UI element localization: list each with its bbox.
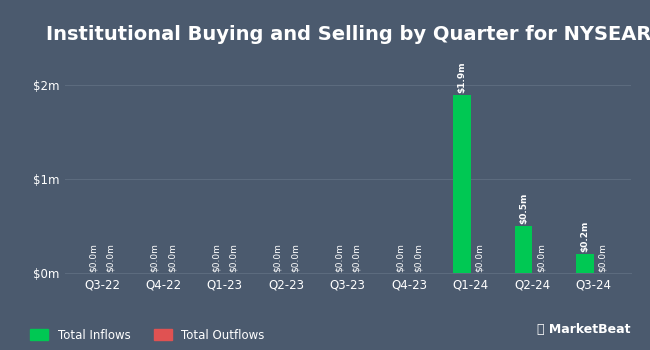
Text: $0.5m: $0.5m xyxy=(519,193,528,224)
Bar xyxy=(454,95,471,273)
Text: $0.0m: $0.0m xyxy=(229,243,238,272)
Text: $0.0m: $0.0m xyxy=(396,243,405,272)
Text: $0.0m: $0.0m xyxy=(150,243,159,272)
Text: $0.0m: $0.0m xyxy=(106,243,115,272)
Text: $0.0m: $0.0m xyxy=(536,243,545,272)
Text: $1.9m: $1.9m xyxy=(458,61,467,93)
Text: $0.0m: $0.0m xyxy=(273,243,282,272)
Text: $0.2m: $0.2m xyxy=(580,221,590,252)
Text: $0.0m: $0.0m xyxy=(413,243,423,272)
Text: $0.0m: $0.0m xyxy=(598,243,606,272)
Text: $0.0m: $0.0m xyxy=(89,243,98,272)
Text: $0.0m: $0.0m xyxy=(291,243,300,272)
Text: ⼿ MarketBeat: ⼿ MarketBeat xyxy=(537,323,630,336)
Bar xyxy=(515,226,532,273)
Text: $0.0m: $0.0m xyxy=(352,243,361,272)
Bar xyxy=(577,254,593,273)
Text: $0.0m: $0.0m xyxy=(474,243,484,272)
Text: $0.0m: $0.0m xyxy=(168,243,176,272)
Text: $0.0m: $0.0m xyxy=(212,243,221,272)
Text: $0.0m: $0.0m xyxy=(335,243,344,272)
Text: Institutional Buying and Selling by Quarter for NYSEARCA:BMVP: Institutional Buying and Selling by Quar… xyxy=(46,25,650,43)
Legend: Total Inflows, Total Outflows: Total Inflows, Total Outflows xyxy=(25,324,269,346)
